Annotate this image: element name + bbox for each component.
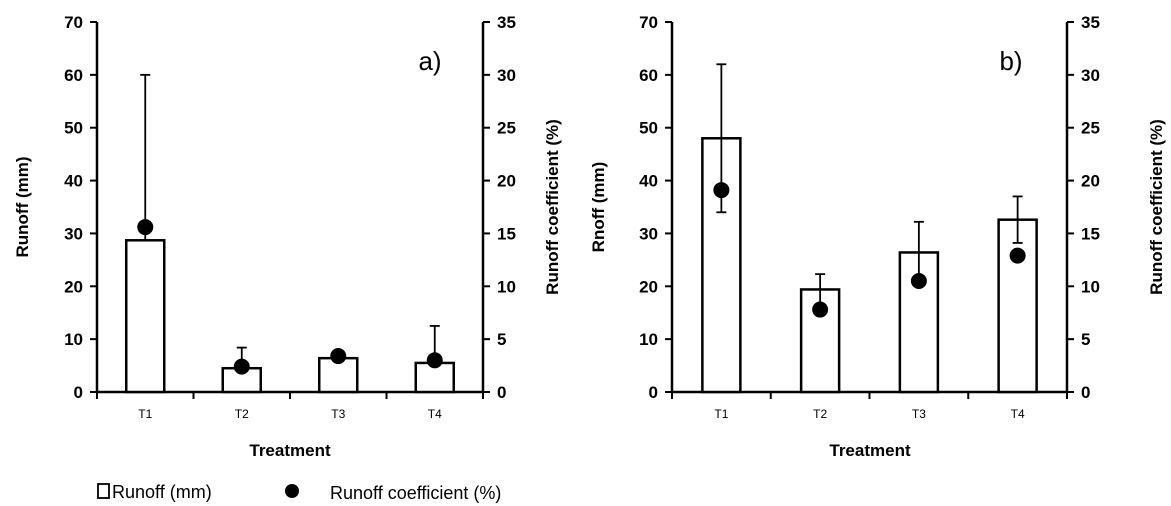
y-tick-label-right: 20	[497, 172, 516, 191]
chart-panel-a: 0 10 20 30 40 50 60 70 0 5 10 15 20 25 30 35 T1 T2 T3 T4 Tre…	[13, 13, 562, 460]
y-axis-title-right: Runoff coefficient (%)	[543, 119, 562, 295]
y-tick-label-left: 50	[64, 119, 83, 138]
y-tick-label-right: 35	[497, 13, 516, 32]
y-tick-label-left: 10	[64, 330, 83, 349]
y-tick-label-left: 10	[639, 330, 658, 349]
y-tick-label-right: 0	[497, 383, 506, 402]
x-tick-label: T3	[331, 407, 345, 421]
y-tick-label-left: 20	[639, 277, 658, 296]
x-tick-label: T4	[1011, 407, 1025, 421]
y-tick-label-left: 70	[64, 13, 83, 32]
y-tick-label-right: 15	[1081, 224, 1100, 243]
panel-label: b)	[999, 46, 1022, 76]
legend-dot-label: Runoff coefficient (%)	[330, 483, 501, 503]
y-tick-label-right: 25	[1081, 119, 1100, 138]
data-point	[426, 352, 443, 369]
y-tick-label-right: 25	[497, 119, 516, 138]
y-tick-label-right: 30	[1081, 66, 1100, 85]
legend: Runoff (mm) Runoff coefficient (%)	[97, 482, 501, 503]
data-point	[713, 182, 730, 199]
y-tick-label-left: 40	[64, 172, 83, 191]
y-tick-label-left: 0	[74, 383, 83, 402]
y-tick-label-right: 20	[1081, 172, 1100, 191]
y-tick-label-right: 15	[497, 224, 516, 243]
y-tick-label-left: 60	[64, 66, 83, 85]
bar	[125, 239, 166, 394]
y-tick-label-left: 70	[639, 13, 658, 32]
data-point	[137, 219, 154, 236]
x-tick-label: T1	[138, 407, 152, 421]
legend-bar-swatch	[97, 483, 110, 499]
data-point	[910, 273, 927, 289]
chart-panel-b: 0 10 20 30 40 50 60 70 0 5 10 15 20 25 30 35 T1 T2 T3 T4 Tre…	[589, 13, 1166, 460]
x-axis-title: Treatment	[829, 441, 911, 460]
y-tick-label-left: 30	[64, 224, 83, 243]
data-point	[233, 358, 250, 375]
y-tick-label-right: 5	[1081, 330, 1090, 349]
y-tick-label-right: 30	[497, 66, 516, 85]
y-tick-label-right: 10	[497, 277, 516, 296]
x-tick-label: T4	[428, 407, 442, 421]
y-tick-label-right: 10	[1081, 277, 1100, 296]
y-tick-label-left: 30	[639, 224, 658, 243]
x-axis-title: Treatment	[249, 441, 331, 460]
x-tick-label: T1	[714, 407, 728, 421]
y-tick-label-right: 35	[1081, 13, 1100, 32]
panel-label: a)	[418, 46, 441, 76]
legend-bar-label: Runoff (mm)	[112, 482, 212, 502]
x-tick-label: T2	[813, 407, 827, 421]
legend-dot-swatch	[285, 484, 299, 498]
y-tick-label-left: 60	[639, 66, 658, 85]
y-tick-label-right: 5	[497, 330, 506, 349]
bar	[997, 218, 1038, 394]
y-tick-label-left: 40	[639, 172, 658, 191]
y-tick-label-left: 50	[639, 119, 658, 138]
y-tick-label-right: 0	[1081, 383, 1090, 402]
data-point	[1009, 247, 1026, 264]
data-point	[812, 301, 829, 318]
x-tick-label: T2	[235, 407, 249, 421]
x-tick-label: T3	[912, 407, 926, 421]
y-axis-title-right: Runoff coefficient (%)	[1147, 119, 1166, 295]
y-tick-label-left: 20	[64, 277, 83, 296]
data-point	[330, 348, 347, 365]
y-axis-title-left: Runoff (mm)	[13, 156, 32, 257]
y-axis-title-left: Rnoff (mm)	[589, 162, 608, 253]
y-tick-label-left: 0	[649, 383, 658, 402]
